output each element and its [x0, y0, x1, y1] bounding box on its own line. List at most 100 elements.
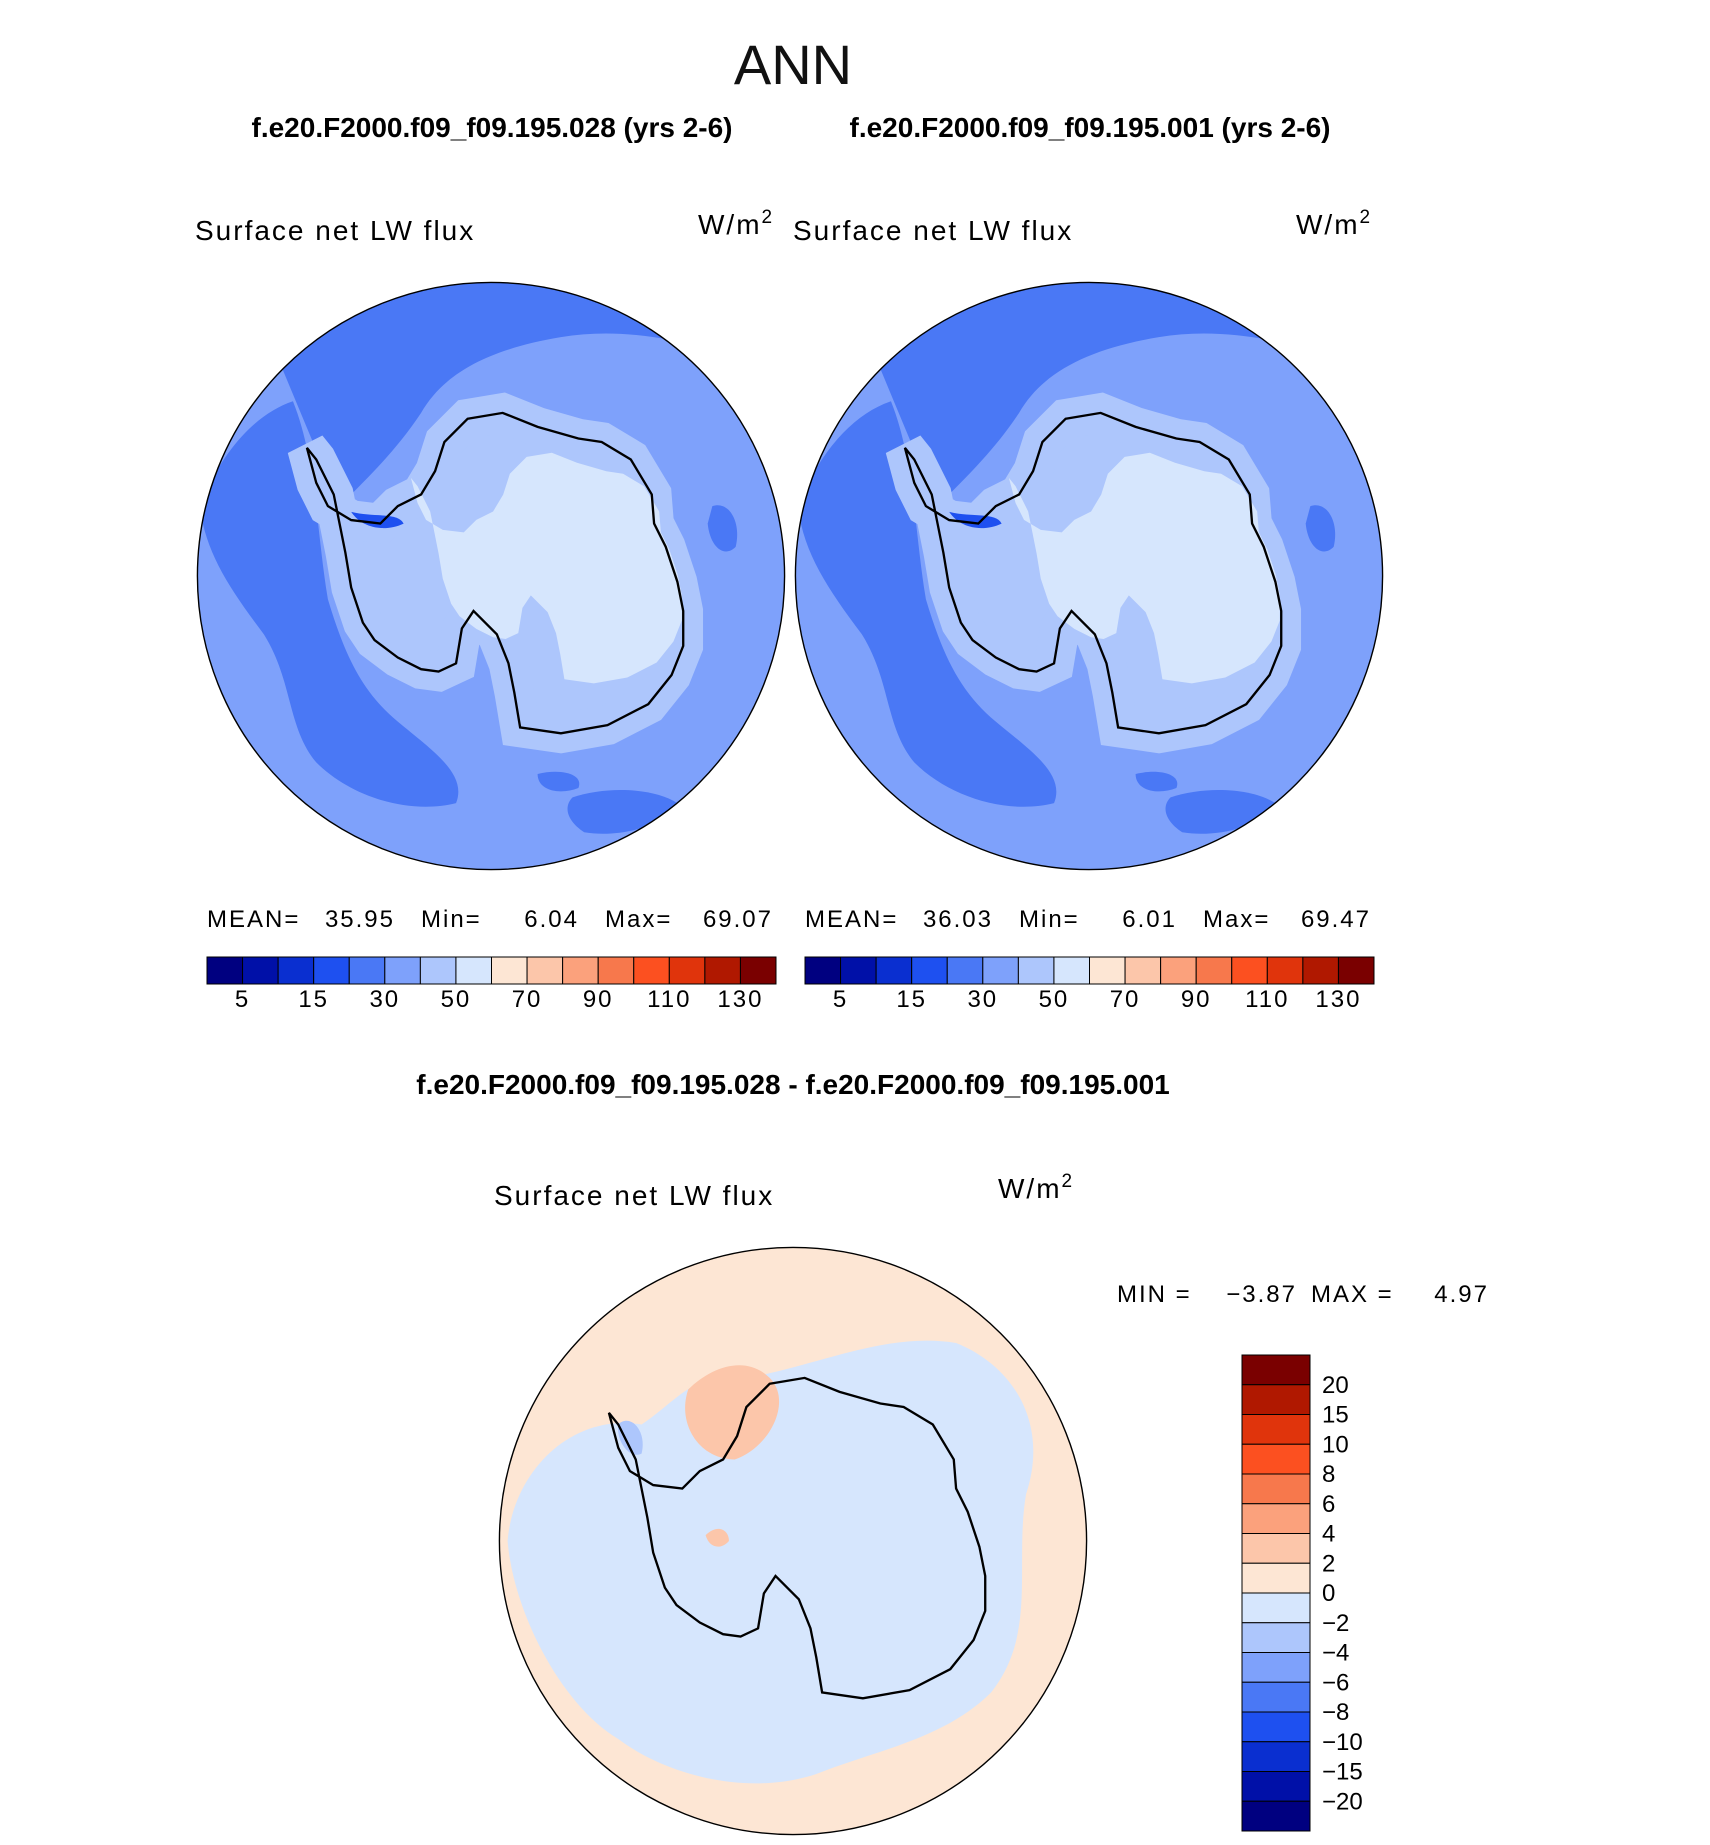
units-sup: 2: [762, 207, 775, 228]
colorbar-box: [562, 956, 599, 985]
colorbar-label: 15: [1322, 1402, 1349, 1429]
colorbar-box: [242, 956, 279, 985]
figure-title: ANN: [734, 33, 852, 96]
colorbar-label: 50: [1039, 986, 1070, 1013]
colorbar-box: [633, 956, 670, 985]
colorbar-box: [1241, 1622, 1311, 1653]
units-sup: 2: [1062, 1171, 1075, 1192]
colorbar-label: −10: [1322, 1729, 1363, 1756]
stat-value: 6.04: [524, 906, 579, 933]
case-title: f.e20.F2000.f09_f09.195.028 (yrs 2-6): [252, 112, 733, 143]
colorbar-box: [1241, 1354, 1311, 1386]
stat-value: 6.01: [1122, 906, 1177, 933]
colorbar-label: −2: [1322, 1610, 1349, 1637]
colorbar-box: [1302, 956, 1339, 985]
colorbar-box: [1241, 1473, 1311, 1505]
colorbar-box: [1017, 956, 1055, 985]
colorbar-label: −6: [1322, 1669, 1349, 1696]
colorbar-box: [1089, 956, 1126, 985]
units-text: W/m: [998, 1173, 1062, 1204]
top-map-left: [197, 282, 784, 869]
colorbar-box: [1241, 1592, 1311, 1624]
colorbar-label: 20: [1322, 1372, 1349, 1399]
variable-label: Surface net LW flux: [195, 215, 475, 246]
colorbar-label: 30: [369, 986, 400, 1013]
case-title: f.e20.F2000.f09_f09.195.001 (yrs 2-6): [850, 112, 1331, 143]
difference-map: [499, 1247, 1086, 1834]
colorbar-box: [946, 956, 984, 985]
colorbar-label: 110: [1245, 986, 1289, 1013]
stat-value: 36.03: [923, 906, 993, 933]
colorbar-label: 15: [298, 986, 329, 1013]
colorbar-box: [1241, 1443, 1311, 1475]
colorbar-box: [1241, 1800, 1311, 1832]
colorbar-box: [313, 956, 350, 985]
colorbar-label: 0: [1322, 1580, 1335, 1607]
colorbar-box: [804, 956, 842, 985]
colorbar-box: [277, 956, 315, 985]
colorbar-label: 50: [441, 986, 472, 1013]
units-text: W/m: [1296, 209, 1360, 240]
units: W/m2: [698, 207, 774, 240]
stat-label: MEAN=: [207, 906, 300, 933]
colorbar-box: [348, 956, 386, 985]
colorbar-label: 90: [583, 986, 614, 1013]
colorbar-box: [1231, 956, 1268, 985]
colorbar-box: [1241, 1771, 1311, 1802]
colorbar-box: [704, 956, 741, 985]
colorbar-box: [1195, 956, 1233, 985]
colorbar-box: [982, 956, 1019, 985]
colorbar-label: 2: [1322, 1550, 1335, 1577]
colorbar-label: 130: [717, 986, 763, 1013]
stat-label: Max=: [605, 906, 672, 933]
variable-label: Surface net LW flux: [793, 215, 1073, 246]
colorbar-box: [1053, 956, 1090, 985]
colorbar-label: 15: [896, 986, 927, 1013]
colorbar-box: [840, 956, 877, 985]
colorbar-label: 30: [967, 986, 998, 1013]
stat-value: −3.87: [1226, 1281, 1297, 1308]
colorbar-box: [1241, 1414, 1311, 1445]
stat-label: Min=: [421, 906, 482, 933]
colorbar-box: [739, 956, 777, 985]
colorbar-box: [206, 956, 244, 985]
stat-label: Min=: [1019, 906, 1080, 933]
colorbar-label: 70: [512, 986, 543, 1013]
colorbar-label: 8: [1322, 1461, 1335, 1488]
units: W/m2: [998, 1171, 1074, 1204]
stat-value: 35.95: [325, 906, 395, 933]
colorbar-box: [491, 956, 528, 985]
stat-label: Max=: [1203, 906, 1270, 933]
variable-label: Surface net LW flux: [494, 1180, 774, 1211]
colorbar-label: 90: [1181, 986, 1212, 1013]
colorbar-box: [1241, 1562, 1311, 1594]
colorbar-box: [419, 956, 457, 985]
colorbar-box: [1241, 1741, 1311, 1772]
colorbar-label: 130: [1315, 986, 1361, 1013]
colorbar-box: [1124, 956, 1162, 985]
colorbar-label: 10: [1322, 1431, 1349, 1458]
colorbar-box: [1241, 1533, 1311, 1564]
colorbar-box: [1337, 956, 1375, 985]
colorbar-box: [1241, 1711, 1311, 1743]
colorbar-label: −4: [1322, 1640, 1349, 1667]
units: W/m2: [1296, 207, 1372, 240]
colorbar-box: [1241, 1652, 1311, 1683]
colorbar-box: [911, 956, 948, 985]
colorbar-label: 4: [1322, 1521, 1335, 1548]
colorbar-box: [1241, 1384, 1311, 1415]
colorbar-box: [1266, 956, 1304, 985]
colorbar-box: [1241, 1503, 1311, 1534]
colorbar-label: 5: [833, 986, 848, 1013]
colorbar-box: [455, 956, 492, 985]
colorbar-box: [526, 956, 564, 985]
colorbar-label: −20: [1322, 1788, 1363, 1815]
colorbar-box: [875, 956, 913, 985]
stat-label: MIN =: [1117, 1281, 1192, 1308]
top-map-right: [795, 282, 1382, 869]
stat-label: MEAN=: [805, 906, 898, 933]
colorbar-label: 70: [1110, 986, 1141, 1013]
colorbar-box: [384, 956, 421, 985]
